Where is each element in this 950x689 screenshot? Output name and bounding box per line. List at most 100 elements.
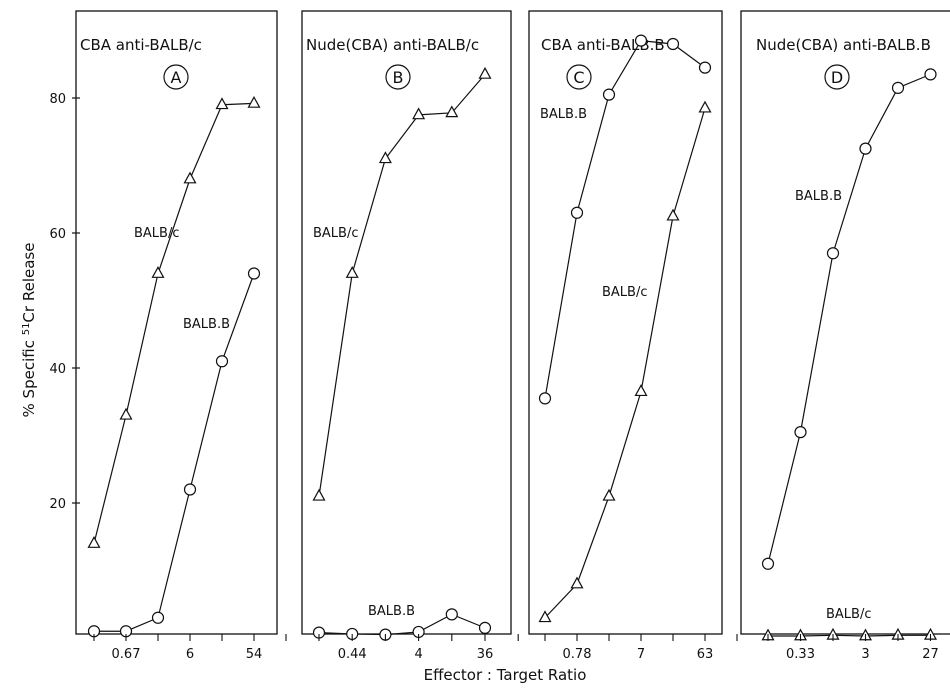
y-tick-label: 60 [49, 227, 66, 242]
triangle-marker [119, 407, 133, 420]
y-axis-title-part: Cr Release [20, 243, 38, 323]
y-axis-title-superscript: 51 [21, 323, 32, 336]
series-line-balb-c [318, 73, 486, 497]
x-tick-label: 0.33 [786, 647, 815, 662]
panel-title: Nude(CBA) anti-BALB.B [756, 36, 931, 54]
panel-letter: B [393, 68, 404, 87]
series-label-balb-b: BALB.B [795, 189, 842, 204]
triangle-marker [478, 66, 492, 79]
panel-a: CBA anti-BALB/c A BALB/c BALB.B 0.67 6 54 [75, 10, 287, 662]
series-line-balb-b [544, 39, 706, 399]
circle-marker [761, 557, 775, 570]
circle-marker [891, 81, 905, 94]
panel-letter-circle [163, 64, 189, 90]
circle-marker [538, 392, 552, 405]
series-label-balb-b: BALB.B [368, 604, 415, 619]
panel-letter: C [573, 68, 584, 87]
panel-frame [528, 10, 723, 635]
panel-title: CBA anti-BALB/c [80, 36, 202, 54]
triangle-marker [538, 610, 552, 623]
triangle-marker [345, 266, 359, 278]
series-line-balb-c [768, 634, 931, 637]
triangle-marker [666, 208, 680, 221]
y-axis-title-part: % Specific [20, 335, 38, 417]
x-ticks: 0.44 4 36 [318, 634, 519, 662]
series-label-balb-c: BALB/c [826, 607, 872, 622]
panel-letter-circle [566, 64, 592, 90]
circle-marker [215, 355, 229, 368]
triangle-marker [698, 100, 712, 113]
plot-layer [87, 95, 261, 638]
circle-marker [698, 61, 712, 74]
triangle-marker [151, 266, 165, 278]
panel-d: Nude(CBA) anti-BALB.B D BALB.B BALB/c 0.… [740, 10, 950, 662]
series-line-balb-c [93, 102, 255, 544]
circle-marker [478, 621, 492, 634]
circle-marker [794, 426, 807, 439]
triangle-marker [215, 97, 229, 110]
panel-letter: A [171, 68, 182, 87]
x-tick-label: 0.44 [338, 647, 367, 662]
x-tick-label: 6 [186, 647, 194, 662]
panel-letter: D [831, 68, 843, 87]
series-label-balb-c: BALB/c [602, 285, 648, 300]
x-ticks: 0.78 7 63 [544, 634, 738, 662]
y-tick-label: 20 [49, 497, 66, 512]
circle-marker [570, 206, 584, 219]
triangle-marker [312, 488, 326, 501]
x-tick-label: 54 [246, 647, 263, 662]
y-axis-title: % Specific 51Cr Release [20, 243, 38, 418]
series-line-balb-b [767, 73, 931, 564]
triangle-marker [634, 384, 648, 397]
triangle-marker [412, 107, 426, 120]
series-label-balb-c: BALB/c [134, 226, 180, 241]
circle-marker [859, 142, 872, 155]
circle-marker [445, 608, 458, 621]
triangle-marker [570, 576, 584, 589]
circle-marker [183, 483, 197, 496]
x-ticks: 0.67 6 54 [93, 634, 287, 662]
plot-layer [761, 68, 938, 641]
panel-title: CBA anti-BALB.B [541, 36, 665, 54]
circle-marker [666, 37, 680, 51]
panel-c: CBA anti-BALB.B C BALB.B BALB/c 0.78 7 63 [528, 10, 738, 662]
circle-marker [151, 611, 165, 624]
series-label-balb-b: BALB.B [540, 107, 587, 122]
circle-marker [602, 88, 616, 101]
triangle-marker [183, 171, 197, 184]
x-tick-label: 7 [637, 647, 645, 662]
triangle-marker [87, 536, 101, 548]
circle-marker [634, 34, 648, 47]
x-tick-label: 0.78 [563, 647, 592, 662]
triangle-marker [602, 488, 616, 501]
circle-marker [247, 267, 261, 280]
series-label-balb-b: BALB.B [183, 317, 230, 332]
y-tick-label: 40 [49, 362, 66, 377]
panel-frame [301, 10, 512, 635]
series-label-balb-c: BALB/c [313, 226, 359, 241]
x-tick-label: 36 [477, 647, 494, 662]
triangle-marker [247, 95, 261, 108]
plot-layer [312, 66, 492, 641]
panel-title: Nude(CBA) anti-BALB/c [306, 36, 479, 54]
x-tick-label: 27 [922, 647, 939, 662]
series-line-balb-c [544, 107, 706, 619]
plot-layer [538, 34, 712, 623]
y-tick-label: 80 [49, 92, 66, 107]
panel-frame [75, 10, 278, 635]
panel-frame [740, 10, 950, 635]
panel-letter-circle [824, 64, 850, 90]
circle-marker [826, 247, 840, 260]
x-ticks: 0.33 3 27 [767, 634, 939, 662]
panel-letter-circle [385, 64, 411, 90]
triangle-marker [378, 151, 392, 164]
y-axis: 20 40 60 80 [49, 92, 80, 512]
x-tick-label: 0.67 [112, 647, 141, 662]
triangle-marker [445, 105, 459, 118]
circle-marker [924, 68, 937, 81]
x-tick-label: 3 [861, 647, 869, 662]
x-tick-label: 4 [414, 647, 422, 662]
panel-b: Nude(CBA) anti-BALB/c B BALB/c BALB.B 0.… [301, 10, 519, 662]
x-axis-title: Effector : Target Ratio [424, 666, 587, 684]
